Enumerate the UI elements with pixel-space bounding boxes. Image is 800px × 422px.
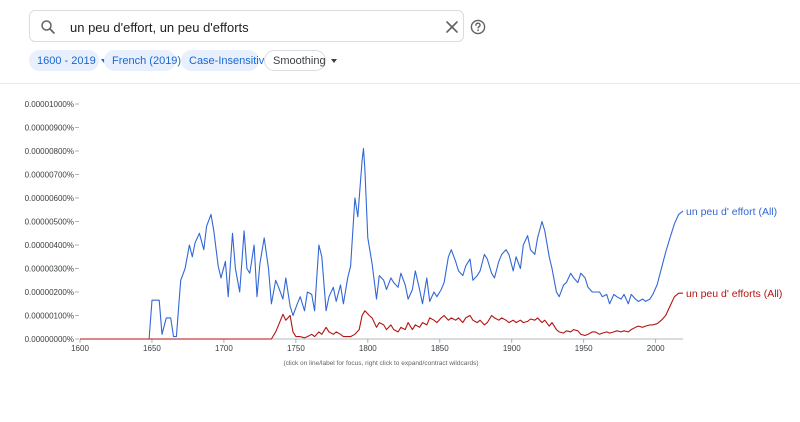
- case-insensitive-chip[interactable]: Case-Insensitive: [181, 50, 270, 71]
- corpus-label: French (2019): [112, 54, 182, 67]
- x-tick-label: 1750: [287, 344, 305, 353]
- chevron-down-icon: [100, 58, 107, 63]
- case-insensitive-label: Case-Insensitive: [189, 54, 271, 67]
- y-tick-label: 0.00000900%: [25, 124, 74, 133]
- x-axis: 1600 1650 1700 1750 1800 1850 1900 1950 2000: [71, 338, 683, 353]
- year-range-label: 1600 - 2019: [37, 54, 96, 67]
- y-tick-label: 0.00001000%: [25, 100, 74, 109]
- search-input[interactable]: [70, 18, 410, 36]
- help-icon[interactable]: [470, 19, 486, 35]
- series-labels: un peu d' effort (All) un peu d' efforts …: [686, 206, 782, 300]
- y-tick-label: 0.00000100%: [25, 312, 74, 321]
- series-line-effort[interactable]: [80, 148, 684, 340]
- y-tick-label: 0.00000500%: [25, 218, 74, 227]
- search-icon: [41, 20, 55, 34]
- x-tick-label: 1600: [71, 344, 89, 353]
- chart-lines: [80, 148, 684, 340]
- y-tick-label: 0.00000400%: [25, 241, 74, 250]
- x-tick-label: 2000: [647, 344, 665, 353]
- x-tick-label: 1900: [503, 344, 521, 353]
- search-box[interactable]: [29, 10, 486, 42]
- x-tick-label: 1800: [359, 344, 377, 353]
- series-label-efforts[interactable]: un peu d' efforts (All): [686, 288, 782, 300]
- y-tick-label: 0.00000000%: [25, 335, 74, 344]
- series-line-efforts[interactable]: [80, 292, 683, 340]
- close-icon[interactable]: [445, 20, 459, 34]
- header-divider: [0, 83, 800, 84]
- x-tick-label: 1700: [215, 344, 233, 353]
- x-tick-label: 1650: [143, 344, 161, 353]
- y-axis: 0.00000000% 0.00000100% 0.00000200% 0.00000…: [25, 100, 79, 344]
- y-tick-label: 0.00000300%: [25, 265, 74, 274]
- x-tick-label: 1850: [431, 344, 449, 353]
- smoothing-chip[interactable]: Smoothing: [264, 50, 337, 71]
- y-tick-label: 0.00000800%: [25, 147, 74, 156]
- y-tick-label: 0.00000700%: [25, 171, 74, 180]
- chevron-down-icon: [330, 58, 337, 63]
- chart-hint: (click on line/label for focus, right cl…: [283, 360, 478, 367]
- smoothing-label: Smoothing: [273, 54, 326, 67]
- series-label-effort[interactable]: un peu d' effort (All): [686, 206, 777, 218]
- y-tick-label: 0.00000200%: [25, 288, 74, 297]
- y-tick-label: 0.00000600%: [25, 194, 74, 203]
- year-range-chip[interactable]: 1600 - 2019: [29, 50, 107, 71]
- x-tick-label: 1950: [575, 344, 593, 353]
